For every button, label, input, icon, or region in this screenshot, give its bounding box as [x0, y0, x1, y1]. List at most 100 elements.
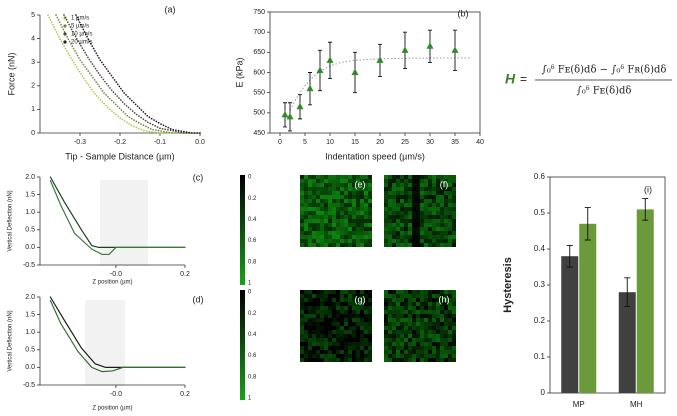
map-cell	[388, 318, 392, 322]
data-point	[316, 66, 324, 73]
map-cell	[392, 334, 396, 338]
map-cell	[448, 235, 452, 239]
map-cell	[368, 187, 372, 191]
map-cell	[304, 338, 308, 342]
map-cell	[324, 227, 328, 231]
map-cell	[400, 290, 404, 294]
map-cell	[444, 322, 448, 326]
map-cell	[392, 191, 396, 195]
map-cell	[344, 346, 348, 350]
legend-swatch	[63, 24, 67, 28]
map-cell	[340, 338, 344, 342]
map-cell	[432, 235, 436, 239]
map-cell	[416, 354, 420, 358]
map-cell	[364, 227, 368, 231]
map-cell	[416, 342, 420, 346]
map-cell	[364, 334, 368, 338]
map-cell	[396, 310, 400, 314]
map-cell	[452, 350, 456, 354]
map-cell	[324, 358, 328, 362]
map-cell	[416, 326, 420, 330]
map-cell	[396, 187, 400, 191]
map-cell	[416, 290, 420, 294]
map-cell	[356, 358, 360, 362]
map-cell	[304, 346, 308, 350]
map-cell	[444, 302, 448, 306]
map-cell	[452, 314, 456, 318]
map-cell	[448, 358, 452, 362]
map-cell	[440, 330, 444, 334]
map-cell	[444, 290, 448, 294]
map-cell	[300, 187, 304, 191]
map-cell	[336, 298, 340, 302]
map-cell	[412, 187, 416, 191]
map-cell	[356, 179, 360, 183]
map-cell	[388, 223, 392, 227]
map-cell	[404, 314, 408, 318]
y-tick-label: 1.5	[25, 311, 35, 318]
map-cell	[320, 342, 324, 346]
map-cell	[308, 199, 312, 203]
x-axis-label: Z position (µm)	[92, 280, 132, 286]
map-cell	[428, 330, 432, 334]
map-cell	[428, 183, 432, 187]
map-cell	[428, 175, 432, 179]
map-cell	[368, 294, 372, 298]
map-cell	[360, 322, 364, 326]
y-tick-label: 0.1	[534, 352, 546, 361]
map-cell	[428, 302, 432, 306]
map-cell	[400, 219, 404, 223]
map-cell	[312, 318, 316, 322]
map-cell	[436, 298, 440, 302]
map-cell	[428, 223, 432, 227]
y-tick-label: 1.0	[25, 329, 35, 336]
map-cell	[320, 235, 324, 239]
map-cell	[320, 306, 324, 310]
map-cell	[436, 318, 440, 322]
map-cell	[316, 207, 320, 211]
map-cell	[448, 346, 452, 350]
map-cell	[336, 302, 340, 306]
map-cell	[312, 342, 316, 346]
map-cell	[336, 235, 340, 239]
map-cell	[312, 243, 316, 247]
map-cell	[360, 191, 364, 195]
map-cell	[440, 183, 444, 187]
map-cell	[324, 219, 328, 223]
map-cell	[436, 235, 440, 239]
map-cell	[344, 231, 348, 235]
map-cell	[424, 310, 428, 314]
map-cell	[404, 211, 408, 215]
map-cell	[400, 175, 404, 179]
map-cell	[404, 342, 408, 346]
map-cell	[444, 239, 448, 243]
map-cell	[360, 310, 364, 314]
map-cell	[448, 239, 452, 243]
map-cell	[412, 310, 416, 314]
panel-label: (c)	[193, 172, 204, 182]
map-cell	[444, 346, 448, 350]
map-cell	[400, 318, 404, 322]
map-cell	[340, 310, 344, 314]
map-cell	[388, 187, 392, 191]
map-cell	[420, 243, 424, 247]
map-cell	[312, 306, 316, 310]
map-cell	[388, 203, 392, 207]
map-cell	[328, 203, 332, 207]
map-cell	[384, 302, 388, 306]
map-cell	[412, 322, 416, 326]
map-cell	[404, 227, 408, 231]
map-cell	[424, 326, 428, 330]
map-cell	[300, 183, 304, 187]
map-cell	[316, 195, 320, 199]
map-cell	[340, 175, 344, 179]
map-cell	[368, 310, 372, 314]
map-cell	[452, 302, 456, 306]
map-cell	[344, 187, 348, 191]
map-cell	[452, 290, 456, 294]
map-cell	[448, 179, 452, 183]
map-cell	[392, 207, 396, 211]
map-cell	[416, 350, 420, 354]
y-axis-label: Vertical Deflection (nN)	[8, 190, 14, 251]
